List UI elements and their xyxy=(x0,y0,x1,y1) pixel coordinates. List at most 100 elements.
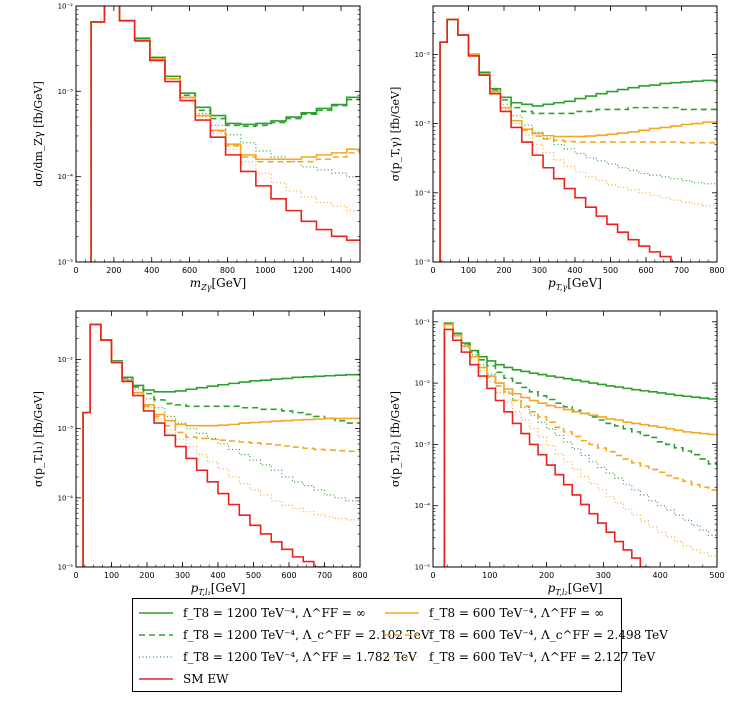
legend-label: f_T8 = 1200 TeV⁻⁴, Λ_c^FF = 2.102 TeV xyxy=(183,628,430,642)
x-tick-label: 500 xyxy=(603,266,618,275)
series-line-T8_1200_1.782 xyxy=(82,323,360,567)
legend-line-icon xyxy=(139,634,173,636)
y-tick-label: 10⁻² xyxy=(58,3,74,11)
y-axis-label: σ(p_T,l₂) [fb/GeV] xyxy=(389,391,402,487)
x-tick-label: 800 xyxy=(709,266,724,275)
y-tick-label: 10⁻⁴ xyxy=(415,189,431,197)
x-tick-label: 600 xyxy=(281,571,296,580)
y-tick-label: 10⁻⁴ xyxy=(58,173,74,181)
x-tick-label: 200 xyxy=(496,266,511,275)
chart-panel-p1: 0 200 400 600 800 1000 1200 1400 10⁻⁵ 10⁻⁴ 10⁻³ 10⁻… xyxy=(32,3,361,292)
series-line-T8_1200_inf xyxy=(82,323,360,567)
series-line-T8_1200_1.782 xyxy=(439,18,717,262)
legend-line-icon xyxy=(385,612,419,614)
chart-panel-p4: 0 100 200 300 400 500 10⁻⁵ 10⁻⁴ 10⁻³ 10⁻² 10⁻¹ pT,l… xyxy=(389,310,725,597)
x-tick-label: 800 xyxy=(220,266,235,275)
x-axis-label: mZγ[GeV] xyxy=(190,276,246,292)
series-line-T8_600_2.127 xyxy=(82,323,360,567)
x-tick-label: 0 xyxy=(430,266,435,275)
legend-label: f_T8 = 1200 TeV⁻⁴, Λ^FF = 1.782 TeV xyxy=(183,650,417,664)
x-tick-label: 0 xyxy=(73,266,78,275)
legend-line-icon xyxy=(385,634,419,636)
x-tick-label: 200 xyxy=(106,266,121,275)
y-tick-label: 10⁻⁵ xyxy=(58,259,74,267)
y-tick-label: 10⁻¹ xyxy=(415,318,431,326)
series-line-T8_600_2.498 xyxy=(90,6,360,262)
x-tick-label: 300 xyxy=(596,571,611,580)
x-tick-label: 100 xyxy=(104,571,119,580)
y-tick-label: 10⁻⁵ xyxy=(415,259,431,267)
x-tick-label: 1000 xyxy=(255,266,275,275)
series-group xyxy=(439,18,717,262)
x-tick-label: 200 xyxy=(139,571,154,580)
x-tick-label: 400 xyxy=(144,266,159,275)
plot-frame xyxy=(432,310,718,568)
y-tick-label: 10⁻³ xyxy=(415,120,431,128)
x-tick-label: 300 xyxy=(532,266,547,275)
series-line-T8_1200_2.102 xyxy=(443,322,717,567)
y-tick-label: 10⁻⁵ xyxy=(415,564,431,572)
legend-label: f_T8 = 600 TeV⁻⁴, Λ^FF = ∞ xyxy=(429,606,605,620)
x-tick-label: 200 xyxy=(539,571,554,580)
x-tick-label: 1400 xyxy=(331,266,351,275)
series-line-T8_1200_inf xyxy=(439,18,717,262)
x-tick-label: 700 xyxy=(317,571,332,580)
y-tick-label: 10⁻³ xyxy=(415,441,431,449)
legend-line-icon xyxy=(139,656,173,658)
legend-entry: SM EW xyxy=(139,669,228,689)
plot-frame xyxy=(432,5,718,263)
legend-line-icon xyxy=(139,612,173,614)
x-tick-label: 500 xyxy=(246,571,261,580)
x-tick-label: 600 xyxy=(638,266,653,275)
x-tick-label: 500 xyxy=(709,571,724,580)
x-tick-label: 400 xyxy=(653,571,668,580)
legend-entry: f_T8 = 1200 TeV⁻⁴, Λ_c^FF = 2.102 TeV xyxy=(139,625,430,645)
x-tick-label: 0 xyxy=(430,571,435,580)
x-tick-label: 700 xyxy=(674,266,689,275)
series-line-T8_600_2.498 xyxy=(82,323,360,567)
x-tick-label: 400 xyxy=(567,266,582,275)
y-axis-label: σ(p_T,l₁) [fb/GeV] xyxy=(32,391,45,487)
series-line-T8_1200_2.102 xyxy=(82,323,360,567)
y-tick-label: 10⁻² xyxy=(415,380,431,388)
series-line-SM_EW xyxy=(439,18,683,262)
x-axis-label: pT,l₂[GeV] xyxy=(548,581,603,597)
series-line-T8_600_2.498 xyxy=(439,18,717,262)
series-line-T8_1200_2.102 xyxy=(439,18,717,262)
series-line-T8_600_inf xyxy=(443,323,717,567)
legend-label: SM EW xyxy=(183,672,229,686)
y-tick-label: 10⁻⁵ xyxy=(58,564,74,572)
x-axis-label: pT,l₁[GeV] xyxy=(191,581,246,597)
y-tick-label: 10⁻² xyxy=(415,51,431,59)
legend-label: f_T8 = 600 TeV⁻⁴, Λ^FF = 2.127 TeV xyxy=(429,650,656,664)
series-line-SM_EW xyxy=(82,323,326,567)
x-tick-label: 100 xyxy=(461,266,476,275)
series-line-T8_600_inf xyxy=(82,323,360,567)
legend: f_T8 = 1200 TeV⁻⁴, Λ^FF = ∞ f_T8 = 1200 … xyxy=(132,598,668,692)
series-group xyxy=(443,322,717,567)
series-group xyxy=(82,323,360,567)
y-tick-label: 10⁻³ xyxy=(58,88,74,96)
series-line-T8_600_2.127 xyxy=(439,18,717,262)
x-tick-label: 800 xyxy=(352,571,367,580)
legend-entry: f_T8 = 600 TeV⁻⁴, Λ_c^FF = 2.498 TeV xyxy=(385,625,668,645)
y-axis-label: dσ/dm_Zγ [fb/GeV] xyxy=(32,81,45,187)
chart-panel-p3: 0 100 200 300 400 500 600 700 800 10⁻⁵ 10⁻⁴ 10⁻³ 10⁻… xyxy=(32,310,368,597)
series-line-SM_EW xyxy=(443,328,650,567)
legend-entry: f_T8 = 600 TeV⁻⁴, Λ^FF = ∞ xyxy=(385,603,604,623)
legend-entry: f_T8 = 1200 TeV⁻⁴, Λ^FF = 1.782 TeV xyxy=(139,647,417,667)
legend-entry: f_T8 = 600 TeV⁻⁴, Λ^FF = 2.127 TeV xyxy=(385,647,655,667)
legend-label: f_T8 = 600 TeV⁻⁴, Λ_c^FF = 2.498 TeV xyxy=(429,628,668,642)
legend-label: f_T8 = 1200 TeV⁻⁴, Λ^FF = ∞ xyxy=(183,606,366,620)
legend-line-icon xyxy=(139,678,173,680)
y-axis-label: σ(p_T,γ) [fb/GeV] xyxy=(389,87,402,182)
series-line-T8_600_2.498 xyxy=(443,323,717,567)
y-tick-label: 10⁻⁴ xyxy=(58,494,74,502)
x-tick-label: 400 xyxy=(210,571,225,580)
series-line-SM_EW xyxy=(90,6,360,262)
series-group xyxy=(90,6,360,262)
x-tick-label: 600 xyxy=(182,266,197,275)
x-tick-label: 0 xyxy=(73,571,78,580)
legend-line-icon xyxy=(385,656,419,658)
